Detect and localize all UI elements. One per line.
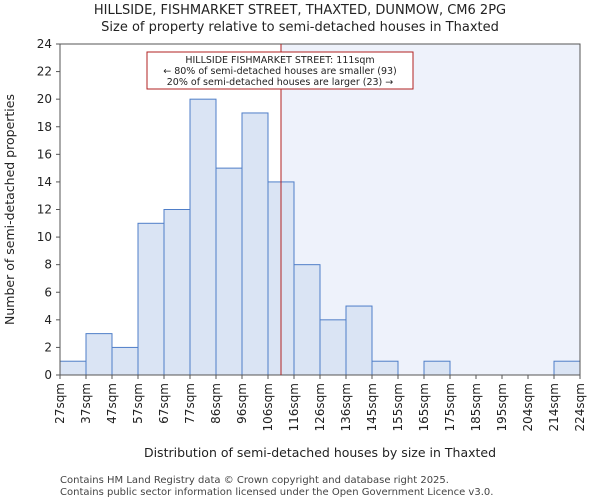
- x-axis-label: Distribution of semi-detached houses by …: [144, 445, 496, 460]
- y-tick-label: 14: [37, 175, 52, 189]
- bar-57sqm: [137, 222, 165, 376]
- x-tick-label: 47sqm: [105, 383, 119, 424]
- x-tick-label: 165sqm: [417, 383, 431, 431]
- x-tick-label: 67sqm: [157, 383, 171, 424]
- y-tick-label: 10: [37, 230, 52, 244]
- y-tick-label: 6: [44, 285, 52, 299]
- property-annotation: HILLSIDE FISHMARKET STREET: 111sqm ← 80%…: [146, 51, 414, 90]
- bar-77sqm: [189, 98, 217, 376]
- x-tick-label: 126sqm: [313, 383, 327, 431]
- annotation-box: [146, 51, 414, 90]
- y-tick-label: 2: [44, 340, 52, 354]
- x-tick-label: 224sqm: [573, 383, 587, 431]
- x-tick-label: 204sqm: [521, 383, 535, 431]
- bar-136sqm: [345, 305, 373, 376]
- annotation-line-1: HILLSIDE FISHMARKET STREET: 111sqm: [185, 55, 374, 66]
- y-tick-label: 8: [44, 258, 52, 272]
- bar-86sqm: [215, 167, 243, 376]
- chart-title-line-1: HILLSIDE, FISHMARKET STREET, THAXTED, DU…: [94, 3, 506, 18]
- y-tick-label: 12: [37, 203, 52, 217]
- bar-37sqm: [85, 333, 113, 376]
- bar-47sqm: [111, 346, 139, 376]
- x-tick-label: 77sqm: [183, 383, 197, 424]
- bar-67sqm: [163, 209, 191, 376]
- y-tick-label: 0: [44, 368, 52, 382]
- annotation-line-2: ← 80% of semi-detached houses are smalle…: [163, 66, 397, 77]
- annotation-line-3: 20% of semi-detached houses are larger (…: [167, 77, 394, 88]
- x-tick-label: 155sqm: [391, 383, 405, 431]
- bar-27sqm: [59, 360, 87, 376]
- x-tick-label: 195sqm: [495, 383, 509, 431]
- x-tick-label: 145sqm: [365, 383, 379, 431]
- bar-96sqm: [241, 112, 269, 376]
- x-tick-label: 214sqm: [547, 383, 561, 431]
- x-tick-label: 185sqm: [469, 383, 483, 431]
- x-axis-ticks: 27sqm 37sqm 47sqm 57sqm 67sqm 77sqm 86sqm 96sqm…: [53, 375, 587, 431]
- x-tick-label: 116sqm: [287, 383, 301, 431]
- y-tick-label: 24: [37, 37, 52, 51]
- bar-145sqm: [371, 360, 399, 376]
- bar-116sqm: [293, 264, 321, 376]
- footer-line-2: Contains public sector information licen…: [60, 487, 493, 498]
- x-tick-label: 57sqm: [131, 383, 145, 424]
- footer-line-1: Contains HM Land Registry data © Crown c…: [60, 475, 449, 486]
- x-tick-label: 175sqm: [443, 383, 457, 431]
- x-tick-label: 136sqm: [339, 383, 353, 431]
- y-tick-label: 18: [37, 120, 52, 134]
- bar-214sqm: [553, 360, 581, 376]
- bar-165sqm: [423, 360, 451, 376]
- y-axis-label: Number of semi-detached properties: [2, 94, 17, 325]
- y-tick-label: 4: [44, 313, 52, 327]
- chart-title-line-2: Size of property relative to semi-detach…: [101, 20, 499, 35]
- x-tick-label: 106sqm: [261, 383, 275, 431]
- y-tick-label: 20: [37, 92, 52, 106]
- x-tick-label: 37sqm: [79, 383, 93, 424]
- x-tick-label: 86sqm: [209, 383, 223, 424]
- y-tick-label: 22: [37, 65, 52, 79]
- x-tick-label: 96sqm: [235, 383, 249, 424]
- y-tick-label: 16: [37, 147, 52, 161]
- x-tick-label: 27sqm: [53, 383, 67, 424]
- bar-126sqm: [319, 319, 347, 376]
